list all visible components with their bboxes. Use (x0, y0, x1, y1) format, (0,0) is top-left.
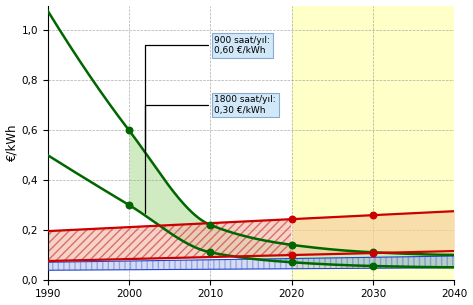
Point (207, 250, 214, 255)
Text: 900 saat/yıl:
0,60 €/kWh: 900 saat/yıl: 0,60 €/kWh (145, 35, 270, 150)
Point (369, 264, 377, 268)
Point (207, 222, 214, 227)
Point (369, 250, 377, 255)
Point (288, 242, 296, 247)
Text: 1800 saat/yıl:
0,30 €/kWh: 1800 saat/yıl: 0,30 €/kWh (145, 95, 276, 213)
Point (369, 251, 377, 256)
Point (288, 217, 296, 222)
Point (125, 203, 133, 207)
Point (369, 213, 377, 217)
Bar (292, 5, 455, 280)
Y-axis label: €/kWh: €/kWh (6, 124, 18, 161)
Point (125, 128, 133, 133)
Point (288, 260, 296, 265)
Point (288, 253, 296, 257)
